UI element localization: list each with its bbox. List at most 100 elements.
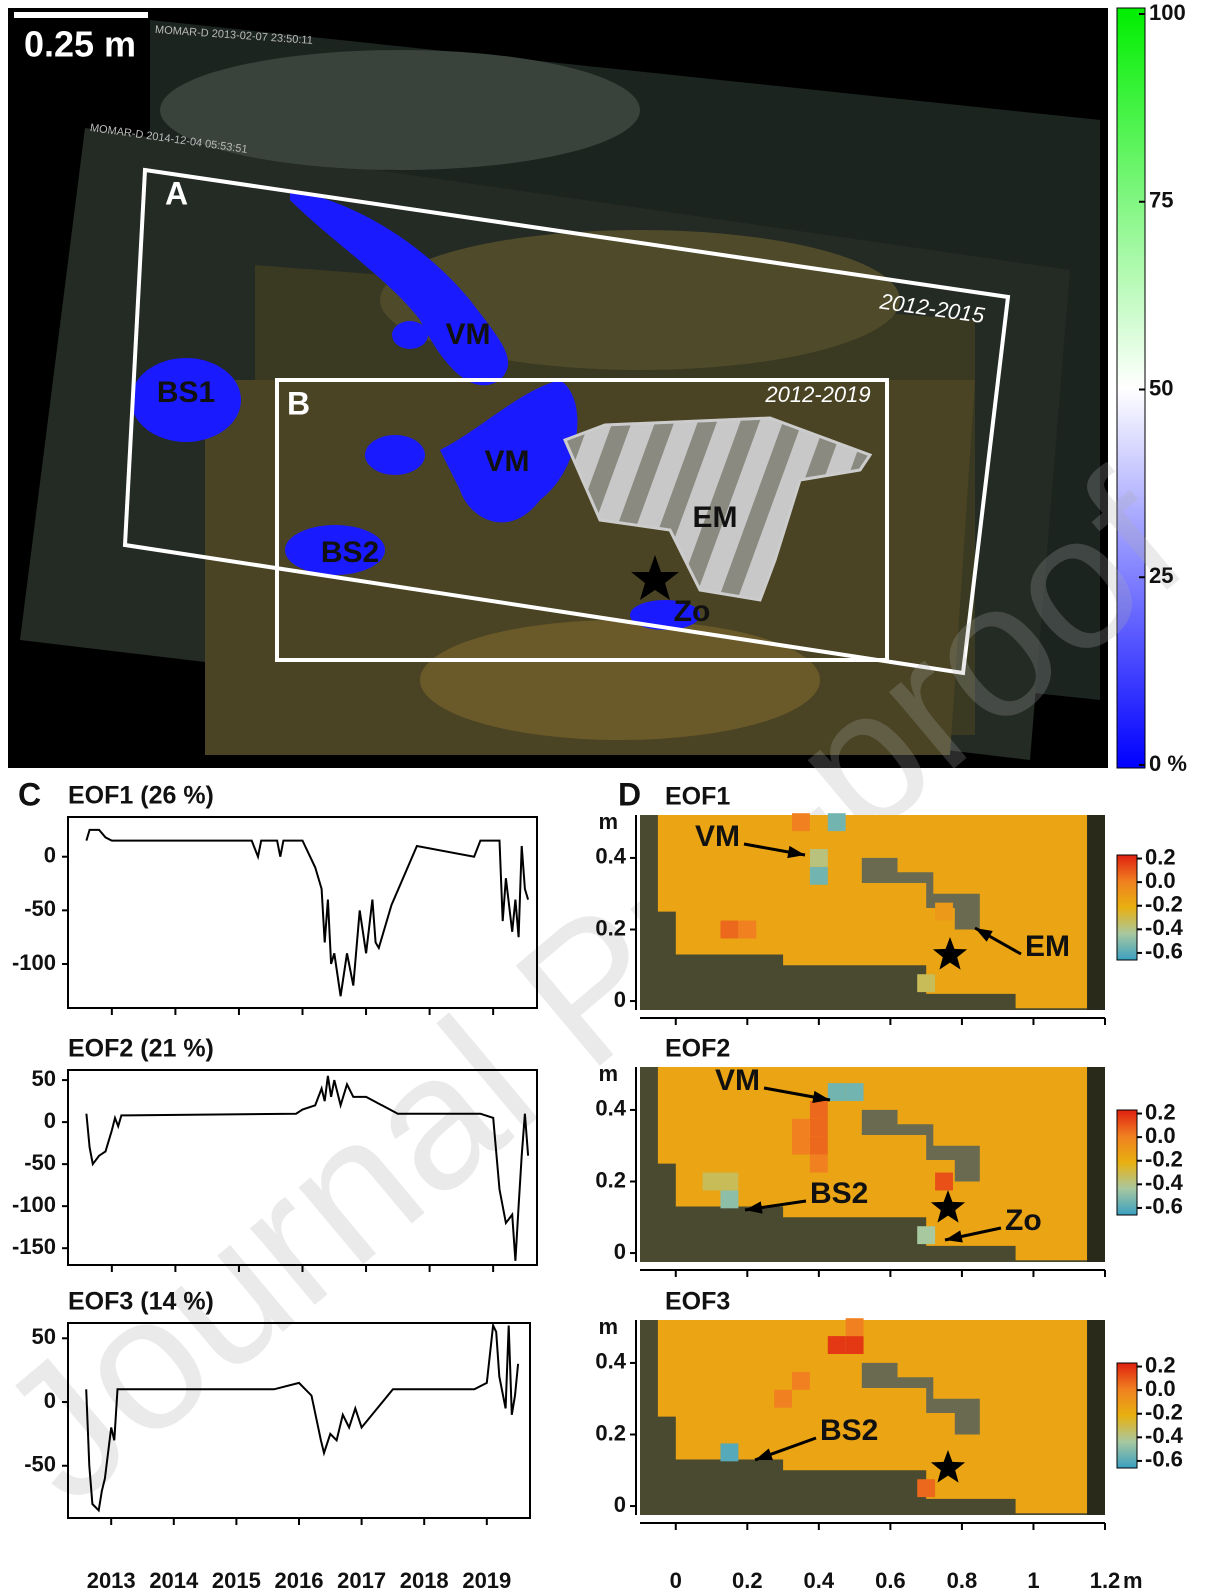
photo-strip (1087, 1067, 1105, 1262)
map-title: EOF2 (665, 1035, 730, 1063)
heatmap-cell (720, 1443, 739, 1462)
colorbar-label: 0.0 (1145, 868, 1176, 893)
arrow-head (787, 845, 805, 859)
annotation: BS2 (820, 1414, 878, 1447)
arrow-head (755, 1448, 773, 1461)
photo-panel: 0.25 m MOMAR-D 2013-02-07 23:50:11 MOMAR… (8, 7, 1146, 769)
heatmap-cell (917, 974, 936, 993)
colorbar-label: 0.0 (1145, 1376, 1176, 1401)
x-tick-label: 2016 (275, 1568, 324, 1593)
heatmap-cell (809, 1118, 828, 1137)
heatmap-cell (935, 1172, 953, 1191)
x-unit: m (1123, 1568, 1143, 1593)
region-period: 2012-2019 (764, 382, 870, 407)
colorbar-label: -0.2 (1145, 1400, 1183, 1425)
chart-title: EOF2 (21 %) (68, 1035, 214, 1063)
heatmap-cell (917, 1479, 936, 1498)
x-tick-label: 2019 (462, 1568, 511, 1593)
heatmap-cell (792, 813, 810, 832)
x-tick-label: 2017 (337, 1568, 386, 1593)
heatmap-cell (774, 1389, 793, 1408)
colorbar-label: -0.6 (1145, 1194, 1183, 1219)
y-tick-label: 50 (32, 1324, 56, 1349)
map-title: EOF1 (665, 783, 730, 811)
y-tick-label: -50 (24, 1150, 56, 1175)
arrow-head (812, 1090, 830, 1104)
colorbar-label: -0.4 (1145, 1423, 1184, 1448)
heatmap-cell (720, 920, 739, 939)
heatmap-cell (702, 1172, 721, 1191)
heatmap-cell (809, 1136, 828, 1155)
photo-label: BS1 (157, 376, 215, 409)
y-tick-label: -100 (12, 950, 56, 975)
colorbar-label: -0.2 (1145, 1147, 1183, 1172)
heatmap-cell (809, 1100, 828, 1119)
heatmap-cell (720, 1172, 739, 1191)
colorbar-label: 0 % (1149, 751, 1187, 776)
x-tick-label: 0.4 (804, 1568, 835, 1593)
heatmap-cell (792, 1118, 810, 1137)
heatmap-cell (809, 1154, 828, 1173)
star (932, 937, 968, 970)
photo-texture (380, 230, 900, 370)
em-patch (562, 416, 873, 602)
y-tick-label: 0 (614, 1492, 626, 1517)
y-tick-label: 0.2 (595, 1167, 626, 1192)
y-tick-label: 0.2 (595, 915, 626, 940)
colorbar-label: 0.2 (1145, 1352, 1176, 1377)
colorbar-label: 0.2 (1145, 844, 1176, 869)
photo-strip (1087, 815, 1105, 1010)
colorbar-label: -0.2 (1145, 892, 1183, 917)
y-unit: m (598, 1061, 618, 1086)
chart-title: EOF1 (26 %) (68, 782, 214, 810)
star (930, 1450, 966, 1483)
heatmap-cell (809, 866, 828, 885)
photo-label: VM (485, 445, 530, 478)
heatmap-cell (935, 902, 953, 921)
photo-texture (420, 620, 820, 740)
map-title: EOF3 (665, 1288, 730, 1316)
blue-blobs (131, 190, 700, 630)
x-tick-label: 0.6 (875, 1568, 906, 1593)
colorbar-label: 25 (1149, 563, 1173, 588)
annotation: BS2 (810, 1177, 868, 1210)
colorbar-label: 0.0 (1145, 1123, 1176, 1148)
y-tick-label: 50 (32, 1066, 56, 1091)
photo-label: EM (693, 501, 738, 534)
photo-gap (861, 857, 980, 930)
y-tick-label: 0 (614, 1239, 626, 1264)
x-tick-label: 0.2 (732, 1568, 763, 1593)
x-tick-label: 2013 (87, 1568, 136, 1593)
heatmap-cell (845, 1083, 864, 1101)
y-tick-label: 0.4 (595, 1349, 626, 1374)
colorbar (1116, 1362, 1138, 1469)
annotation: VM (715, 1064, 760, 1097)
star (631, 555, 679, 600)
y-tick-label: 0 (614, 987, 626, 1012)
heatmap-cell (792, 1371, 810, 1390)
x-tick-label: 1 (1027, 1568, 1039, 1593)
heatmap-cell (792, 1136, 810, 1155)
heatmap-cell (809, 848, 828, 867)
y-tick-label: -150 (12, 1234, 56, 1259)
background-field (657, 1320, 1088, 1514)
photo-label: VM (446, 318, 491, 351)
heatmap-cell (827, 1083, 846, 1101)
y-tick-label: 0 (44, 843, 56, 868)
annotation: Zo (1005, 1204, 1042, 1237)
arrow-head (975, 928, 993, 942)
photo-texture (160, 50, 640, 170)
heatmap-cell (827, 813, 846, 832)
panel-label: D (618, 776, 641, 812)
y-tick-label: 0.4 (595, 844, 626, 869)
y-tick-label: -50 (24, 896, 56, 921)
colorbar-label: 100 (1149, 0, 1186, 25)
heatmap-cell (827, 1336, 846, 1354)
y-tick-label: 0 (44, 1108, 56, 1133)
colorbar-label: 0.2 (1145, 1099, 1176, 1124)
y-tick-label: 0.4 (595, 1096, 626, 1121)
heatmap-cell (720, 1190, 739, 1209)
x-tick-label: 0.8 (947, 1568, 978, 1593)
region-label: A (165, 175, 188, 211)
heatmap-cell (917, 1226, 936, 1245)
